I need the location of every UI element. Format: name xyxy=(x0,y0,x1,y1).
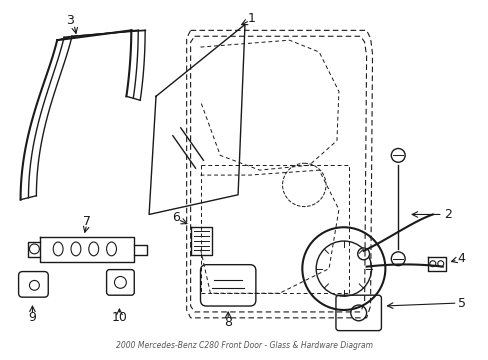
Text: 4: 4 xyxy=(457,252,465,265)
Text: 3: 3 xyxy=(66,14,74,27)
Text: 5: 5 xyxy=(457,297,465,310)
Text: 8: 8 xyxy=(224,316,232,329)
Text: 6: 6 xyxy=(171,211,180,224)
Text: 1: 1 xyxy=(247,12,255,25)
Text: 9: 9 xyxy=(28,311,36,324)
Circle shape xyxy=(357,248,369,260)
Text: 10: 10 xyxy=(111,311,127,324)
Text: 7: 7 xyxy=(82,215,91,228)
Text: 2: 2 xyxy=(443,208,451,221)
Text: 2000 Mercedes-Benz C280 Front Door - Glass & Hardware Diagram: 2000 Mercedes-Benz C280 Front Door - Gla… xyxy=(116,341,373,350)
